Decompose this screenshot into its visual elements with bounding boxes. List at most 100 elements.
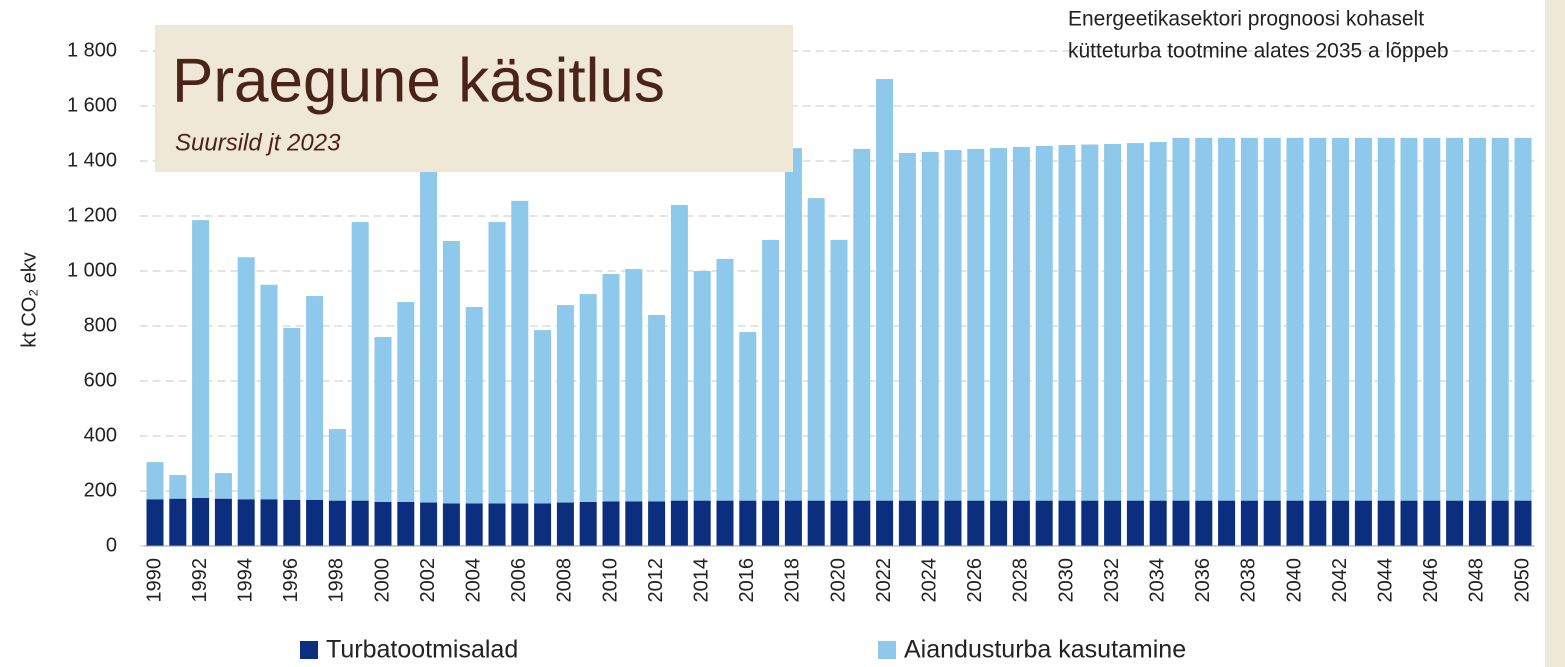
bar-segment: [944, 150, 962, 501]
bar-segment: [192, 220, 210, 498]
bar-segment: [1446, 500, 1464, 546]
x-tick-label: 2024: [918, 558, 940, 603]
bar-segment: [648, 501, 666, 546]
y-tick-label: 800: [84, 314, 117, 336]
bar-segment: [1104, 500, 1122, 546]
bar-segment: [784, 148, 802, 501]
bar-segment: [1058, 145, 1076, 501]
bar-segment: [898, 153, 916, 501]
bar-segment: [374, 337, 392, 502]
legend-swatch: [878, 641, 896, 659]
bar-segment: [374, 502, 392, 546]
bar-segment: [1172, 137, 1190, 501]
bar-segment: [397, 302, 415, 502]
bar-segment: [534, 330, 552, 504]
bar-segment: [762, 500, 780, 546]
bar-segment: [648, 315, 666, 502]
bar-segment: [1126, 143, 1144, 501]
bar-segment: [921, 151, 939, 501]
bar-segment: [739, 332, 757, 501]
bar-segment: [1012, 146, 1030, 501]
bar-segment: [670, 205, 688, 501]
x-tick-label: 1994: [234, 558, 256, 603]
bar-segment: [511, 503, 529, 546]
bar-segment: [1423, 137, 1441, 501]
overlay: Praegune käsitlus Suursild jt 2023: [155, 25, 793, 172]
x-tick-label: 2034: [1146, 558, 1168, 603]
bar-segment: [579, 294, 597, 502]
bar-segment: [556, 502, 574, 546]
bar-segment: [465, 503, 483, 546]
bar-segment: [511, 200, 529, 504]
bar-segment: [237, 499, 255, 546]
bar-segment: [1104, 143, 1122, 501]
bar-segment: [716, 500, 734, 546]
x-tick-label: 2020: [827, 558, 849, 603]
legend-label: Aiandusturba kasutamine: [904, 636, 1186, 664]
bar-segment: [146, 499, 164, 546]
x-tick-label: 2050: [1511, 558, 1533, 603]
bar-segment: [351, 500, 369, 546]
bar-segment: [146, 462, 164, 500]
bar-segment: [420, 502, 438, 546]
bar-segment: [807, 198, 825, 501]
bar-segment: [397, 502, 415, 546]
bar-segment: [1400, 137, 1418, 501]
bar-segment: [306, 296, 324, 500]
y-tick-label: 200: [84, 479, 117, 501]
bar-segment: [898, 500, 916, 546]
bar-segment: [1195, 137, 1213, 501]
bar-segment: [762, 239, 780, 501]
x-tick-label: 2016: [736, 558, 758, 603]
bar-segment: [990, 500, 1008, 546]
x-tick-label: 2030: [1055, 558, 1077, 603]
x-tick-label: 2010: [599, 558, 621, 603]
chart-subtitle: Suursild jt 2023: [175, 129, 341, 156]
bar-segment: [1491, 137, 1509, 501]
bar-segment: [1218, 137, 1236, 501]
bar-segment: [556, 305, 574, 503]
bar-segment: [1286, 500, 1304, 546]
bar-segment: [214, 498, 232, 546]
bar-segment: [1263, 137, 1281, 501]
x-tick-label: 2014: [690, 558, 712, 603]
bar-segment: [328, 429, 346, 501]
y-tick-label: 400: [84, 424, 117, 446]
bar-segment: [1491, 500, 1509, 546]
bar-segment: [1126, 500, 1144, 546]
bar-segment: [1514, 137, 1532, 501]
bar-segment: [1240, 137, 1258, 501]
bar-segment: [876, 500, 894, 546]
bar-segment: [1012, 500, 1030, 546]
bar-segment: [1377, 137, 1395, 501]
bar-segment: [260, 499, 278, 546]
bar-segment: [967, 500, 985, 546]
x-tick-label: 2004: [462, 558, 484, 603]
bar-segment: [876, 79, 894, 501]
bar-segment: [693, 500, 711, 546]
x-tick-label: 2012: [645, 558, 667, 603]
annotation: Energeetikasektori prognoosi kohaselt: [1068, 8, 1424, 31]
bar-segment: [921, 500, 939, 546]
bar-segment: [1332, 137, 1350, 501]
bar-segment: [1468, 500, 1486, 546]
legend-swatch: [300, 641, 318, 659]
bar-segment: [602, 501, 620, 546]
bar-segment: [1195, 500, 1213, 546]
x-tick-label: 2044: [1374, 558, 1396, 603]
bar-segment: [602, 274, 620, 502]
bar-segment: [830, 500, 848, 546]
bar-segment: [1058, 500, 1076, 546]
bar-segment: [1081, 500, 1099, 546]
legend-label: Turbatootmisalad: [326, 636, 518, 664]
bar-segment: [420, 161, 438, 503]
x-tick-label: 2028: [1010, 558, 1032, 603]
x-tick-label: 2006: [508, 558, 530, 603]
bar-segment: [442, 241, 460, 504]
x-tick-label: 2046: [1420, 558, 1442, 603]
bar-segment: [488, 222, 506, 504]
bar-segment: [625, 269, 643, 502]
y-tick-label: 1 200: [67, 204, 117, 226]
bar-segment: [1354, 137, 1372, 501]
